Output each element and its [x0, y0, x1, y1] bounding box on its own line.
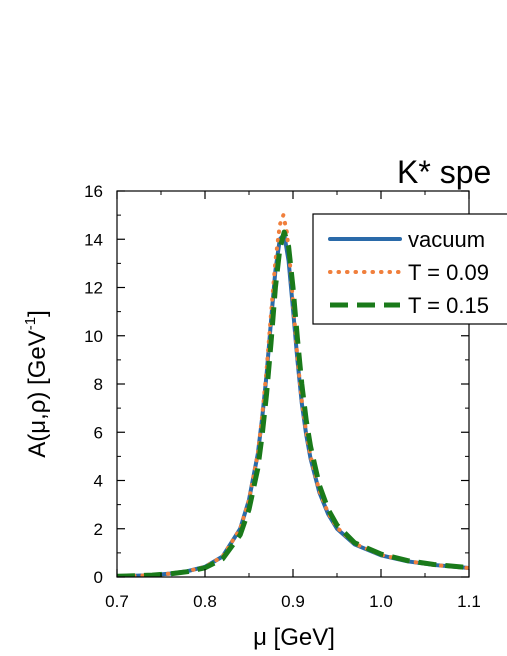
y-tick-label: 16 [84, 182, 103, 201]
y-axis-title: A(μ,ρ) [GeV-1] [22, 310, 51, 458]
chart-title: K* spe [397, 154, 491, 190]
legend-label-3: T = 0.15 [408, 293, 489, 318]
legend-label-1: vacuum [408, 227, 485, 252]
x-tick-label: 1.0 [369, 592, 393, 611]
y-axis-title-end: ] [24, 310, 51, 317]
y-tick-label: 6 [94, 423, 103, 442]
x-axis: 0.7 0.8 0.9 1.0 1.1 [105, 191, 481, 611]
y-axis-title-superscript: -1 [22, 317, 39, 330]
x-tick-label: 0.7 [105, 592, 129, 611]
x-tick-label: 0.8 [193, 592, 217, 611]
x-tick-label: 1.1 [457, 592, 481, 611]
y-tick-label: 2 [94, 520, 103, 539]
y-tick-label: 14 [84, 230, 103, 249]
y-tick-label: 12 [84, 279, 103, 298]
series-line-3 [117, 229, 469, 577]
x-tick-label: 0.9 [281, 592, 305, 611]
y-tick-label: 4 [94, 472, 103, 491]
legend: vacuum T = 0.09 T = 0.15 [312, 213, 507, 325]
y-tick-label: 0 [94, 568, 103, 587]
legend-label-2: T = 0.09 [408, 260, 489, 285]
x-axis-title: μ [GeV] [253, 624, 335, 651]
y-axis: 0 2 4 6 8 10 12 14 16 [84, 182, 469, 587]
y-tick-label: 10 [84, 327, 103, 346]
series-line-2 [117, 213, 469, 577]
series-layer [117, 213, 469, 577]
y-axis-title-main: A(μ,ρ) [GeV [24, 330, 51, 458]
y-tick-label: 8 [94, 375, 103, 394]
